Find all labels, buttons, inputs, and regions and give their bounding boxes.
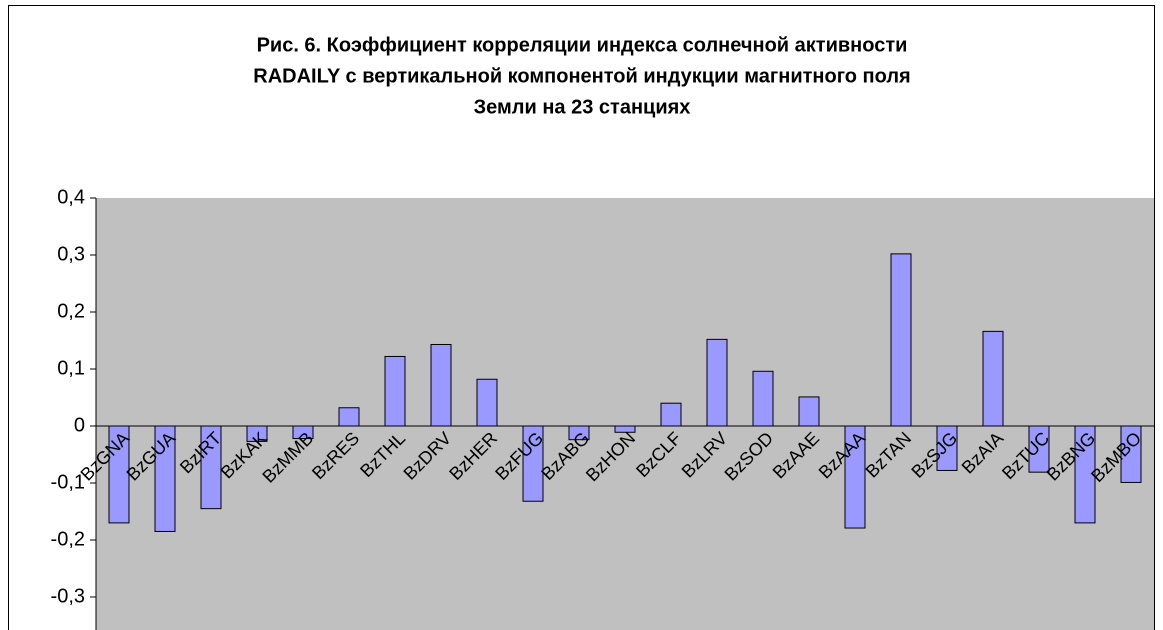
y-tick-label: 0,2 bbox=[57, 300, 85, 322]
bar bbox=[752, 370, 774, 427]
y-tick-label: 0,3 bbox=[57, 243, 85, 265]
bar bbox=[982, 330, 1004, 427]
chart-title: Земли на 23 станциях bbox=[474, 96, 691, 118]
y-tick-label: 0 bbox=[74, 414, 85, 436]
bar bbox=[384, 355, 406, 427]
y-tick-label: -0,1 bbox=[51, 471, 85, 493]
bar bbox=[476, 378, 498, 427]
bar bbox=[706, 338, 728, 427]
chart-title: Рис. 6. Коэффициент корреляции индекса с… bbox=[257, 34, 908, 56]
bar bbox=[338, 407, 360, 427]
bar bbox=[430, 343, 452, 427]
bar bbox=[798, 396, 820, 427]
bar bbox=[660, 402, 682, 427]
y-tick-label: -0,3 bbox=[51, 585, 85, 607]
bar bbox=[890, 253, 912, 427]
y-tick-label: 0,4 bbox=[57, 186, 85, 208]
chart-title: RADAILY с вертикальной компонентой индук… bbox=[253, 65, 910, 87]
plot-area bbox=[96, 198, 1154, 630]
y-tick-label: 0,1 bbox=[57, 357, 85, 379]
y-tick-label: -0,2 bbox=[51, 528, 85, 550]
